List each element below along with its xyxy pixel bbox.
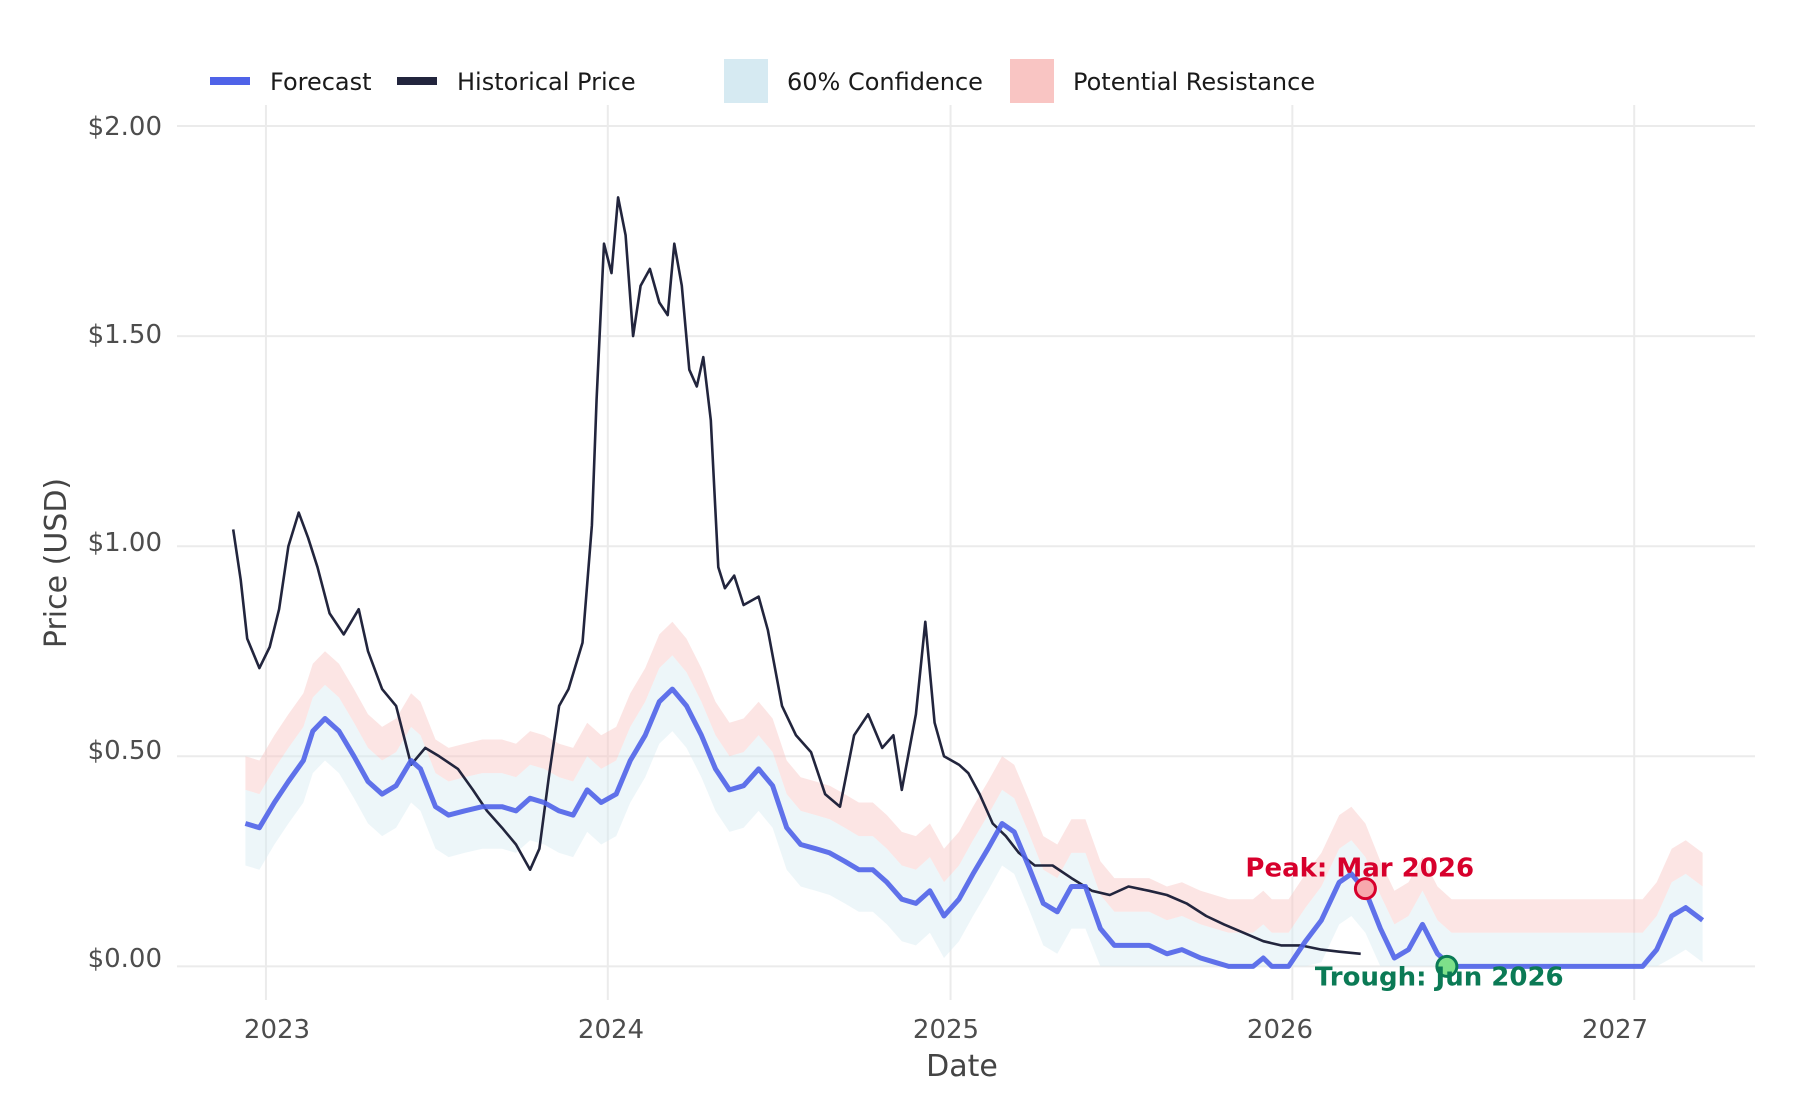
legend-swatch-historical (397, 77, 437, 85)
peak-marker (1353, 877, 1377, 901)
legend-swatch-forecast (210, 77, 250, 85)
resistance-band (245, 621, 1703, 933)
x-axis-title: Date (926, 1049, 998, 1084)
x-tick-label: 2024 (578, 1015, 644, 1045)
trough-label: Trough: Jun 2026 (1315, 962, 1564, 992)
legend-swatch-confidence (724, 59, 768, 103)
x-tick-label: 2023 (244, 1015, 310, 1045)
x-axis-ticks: 2023 2024 2025 2026 2027 (244, 1015, 1648, 1045)
y-tick-label: $1.50 (88, 320, 162, 350)
series-lines (231, 196, 1705, 969)
legend-label-resistance: Potential Resistance (1073, 68, 1315, 96)
y-tick-label: $0.50 (88, 736, 162, 766)
y-tick-label: $0.00 (88, 944, 162, 974)
y-axis-ticks: $0.00 $0.50 $1.00 $1.50 $2.00 (88, 112, 162, 974)
annotations: Peak: Mar 2026 Trough: Jun 2026 (1245, 854, 1563, 993)
forecast-line (244, 686, 1705, 969)
x-tick-label: 2025 (913, 1015, 979, 1045)
legend-label-historical: Historical Price (457, 68, 636, 96)
peak-label: Peak: Mar 2026 (1245, 854, 1474, 884)
y-tick-label: $2.00 (88, 112, 162, 142)
historical-price-line (231, 196, 1361, 956)
legend-swatch-resistance (1010, 59, 1054, 103)
bands (245, 621, 1703, 967)
y-axis-title: Price (USD) (39, 478, 74, 648)
legend: Forecast Historical Price 60% Confidence… (210, 59, 1315, 103)
x-tick-label: 2026 (1247, 1015, 1313, 1045)
y-tick-label: $1.00 (88, 528, 162, 558)
x-tick-label: 2027 (1582, 1015, 1648, 1045)
trough-marker (1435, 954, 1459, 978)
legend-label-confidence: 60% Confidence (787, 68, 983, 96)
legend-label-forecast: Forecast (270, 68, 372, 96)
